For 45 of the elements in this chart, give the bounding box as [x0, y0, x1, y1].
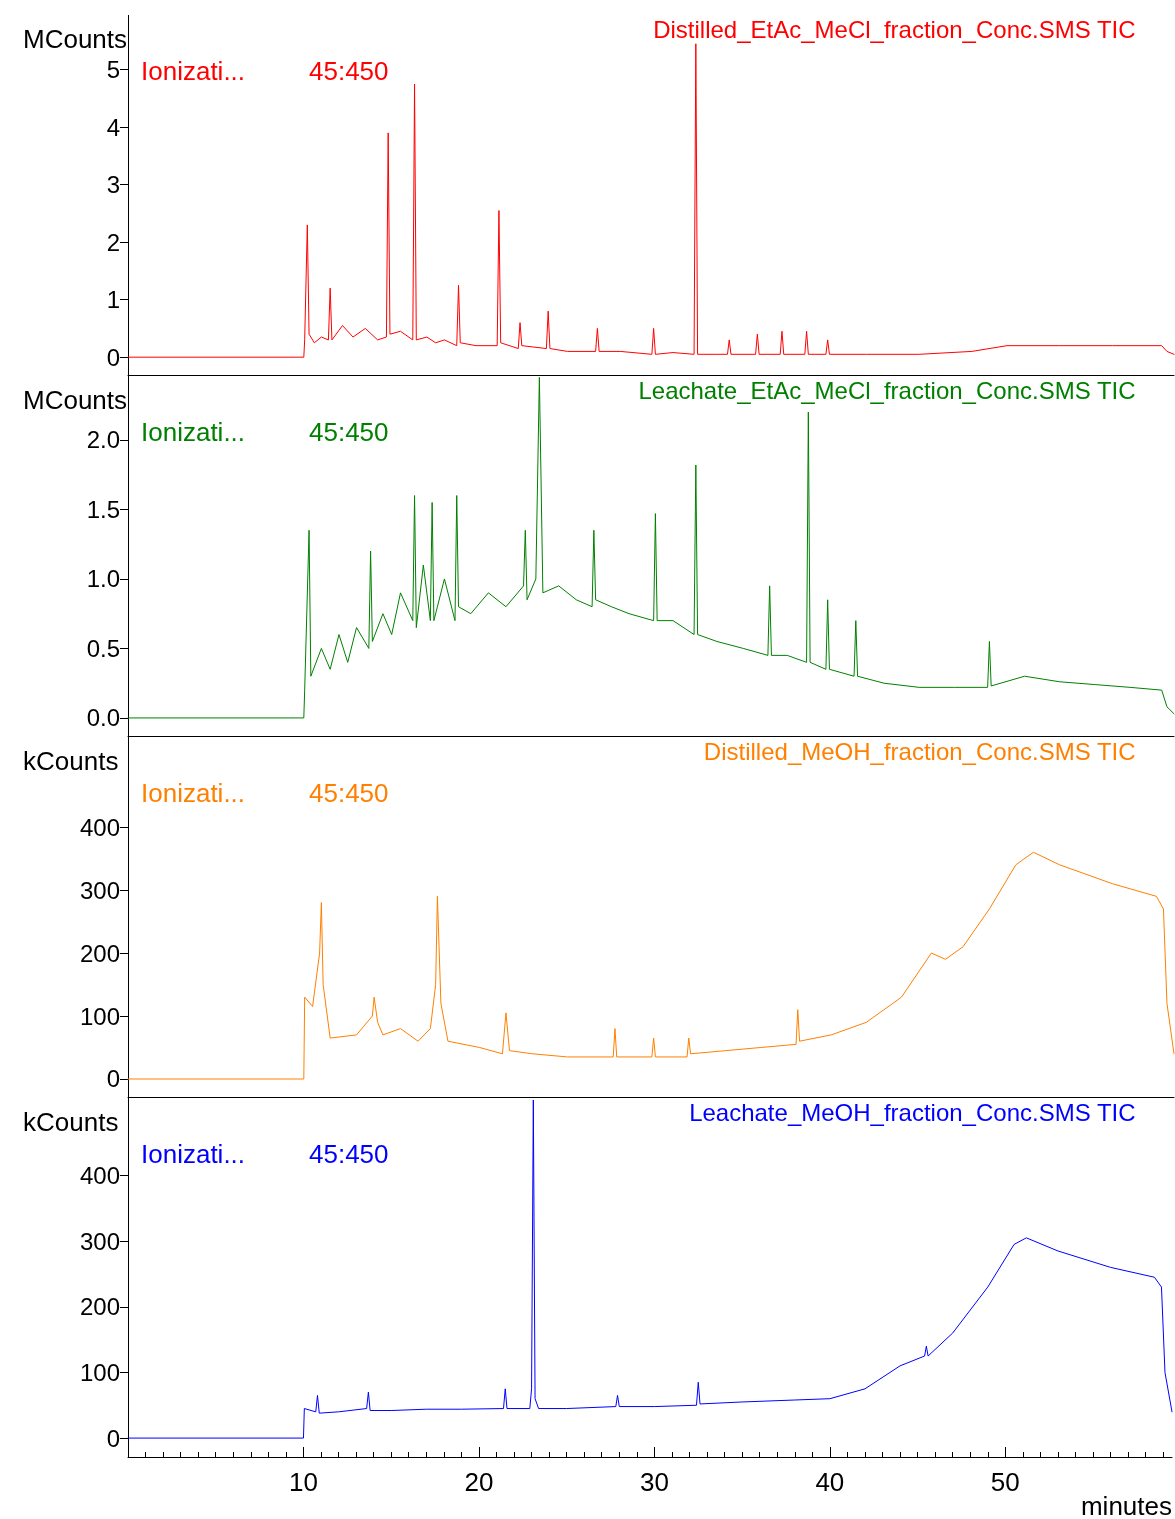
- y-axis-title: kCounts: [23, 1107, 119, 1137]
- annotation: Ionizati...: [141, 417, 246, 447]
- annotation: 45:450: [309, 56, 389, 86]
- y-tick-label: 100: [79, 1358, 120, 1386]
- y-tick-label: 4: [106, 113, 120, 141]
- y-tick-label: 100: [79, 1002, 120, 1030]
- y-tick-label: 400: [79, 1161, 120, 1189]
- chart-title: Leachate_MeOH_fraction_Conc.SMS TIC: [689, 1098, 1136, 1126]
- annotation: 45:450: [309, 417, 389, 447]
- x-tick-label: 20: [464, 1467, 494, 1497]
- y-tick-label: 300: [79, 1227, 120, 1255]
- chart-title: Distilled_EtAc_MeCl_fraction_Conc.SMS TIC: [653, 15, 1136, 43]
- y-axis-title: MCounts: [23, 385, 128, 415]
- y-tick-label: 2.0: [86, 426, 120, 454]
- y-axis-title: kCounts: [23, 746, 119, 776]
- y-tick-label: 0: [106, 1065, 120, 1093]
- y-tick-label: 2: [106, 228, 120, 256]
- x-tick-label: 10: [289, 1467, 318, 1497]
- y-tick-label: 200: [79, 939, 120, 967]
- y-tick-label: 0: [106, 1424, 120, 1452]
- x-tick-label: 30: [639, 1467, 669, 1497]
- y-tick-label: 200: [79, 1293, 120, 1321]
- y-tick-label: 5: [106, 56, 120, 84]
- x-tick-label: 50: [990, 1467, 1020, 1497]
- y-tick-label: 3: [106, 171, 120, 199]
- y-tick-label: 1: [106, 286, 120, 314]
- line-series: [127, 851, 1175, 1080]
- y-tick-label: 400: [79, 813, 120, 841]
- y-tick-label: 1.5: [86, 495, 120, 523]
- chart-title: Distilled_MeOH_fraction_Conc.SMS TIC: [703, 737, 1136, 765]
- x-axis-title: minutes: [1080, 1491, 1172, 1519]
- y-tick-label: 1.0: [86, 565, 120, 593]
- annotation: Ionizati...: [141, 56, 246, 86]
- y-tick-label: 300: [79, 876, 120, 904]
- x-tick-label: 40: [815, 1467, 845, 1497]
- annotation: 45:450: [309, 1139, 389, 1169]
- y-tick-label: 0.0: [86, 704, 120, 732]
- annotation: Ionizati...: [141, 1139, 246, 1169]
- chart-title: Leachate_EtAc_MeCl_fraction_Conc.SMS TIC: [638, 376, 1136, 404]
- y-tick-label: 0: [106, 343, 120, 371]
- annotation: Ionizati...: [141, 778, 246, 808]
- line-series: [127, 43, 1175, 358]
- y-tick-label: 0.5: [86, 634, 120, 662]
- y-axis-title: MCounts: [23, 24, 128, 54]
- annotation: 45:450: [309, 778, 389, 808]
